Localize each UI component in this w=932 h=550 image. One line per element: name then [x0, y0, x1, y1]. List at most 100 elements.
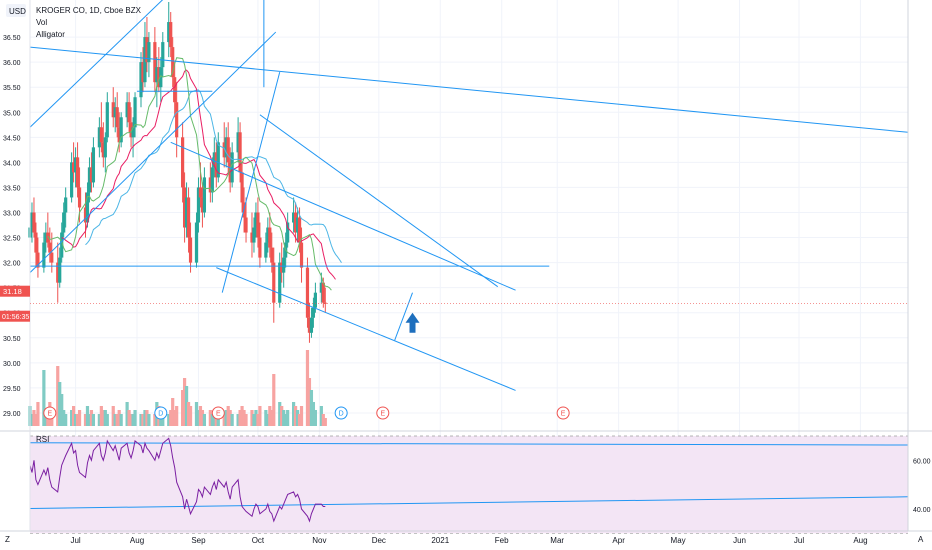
candle-body[interactable]	[141, 62, 145, 83]
trendline[interactable]	[394, 292, 413, 341]
earnings-marker[interactable]	[376, 406, 390, 420]
candle-body[interactable]	[89, 167, 94, 183]
candle-body[interactable]	[131, 127, 135, 138]
candle-body[interactable]	[169, 22, 173, 48]
candle-body[interactable]	[188, 237, 193, 263]
candle-body[interactable]	[266, 227, 270, 243]
candle-body[interactable]	[182, 187, 187, 228]
candle-body[interactable]	[34, 232, 38, 253]
candle-body[interactable]	[159, 67, 163, 88]
candle-body[interactable]	[212, 152, 216, 168]
candle-body[interactable]	[295, 217, 300, 233]
currency-badge[interactable]	[6, 4, 26, 17]
candle-body[interactable]	[117, 127, 121, 143]
indicator-vol-label[interactable]: Vol	[36, 18, 47, 27]
candle-body[interactable]	[258, 237, 262, 258]
candle-body[interactable]	[198, 187, 203, 198]
candle-body[interactable]	[91, 147, 96, 183]
candle-body[interactable]	[282, 257, 286, 273]
candle-body[interactable]	[101, 142, 105, 158]
trendline[interactable]	[29, 31, 277, 273]
candle-body[interactable]	[196, 187, 201, 223]
trendlines[interactable]	[29, 0, 909, 391]
candle-body[interactable]	[202, 177, 207, 213]
candle-body[interactable]	[70, 162, 74, 198]
candle-body[interactable]	[167, 22, 171, 43]
candle-body[interactable]	[224, 137, 228, 158]
candle-body[interactable]	[293, 212, 298, 233]
candle-body[interactable]	[291, 212, 296, 223]
candle-body[interactable]	[278, 262, 282, 303]
candle-body[interactable]	[42, 242, 46, 268]
candle-body[interactable]	[145, 37, 149, 63]
candle-body[interactable]	[157, 67, 161, 88]
candle-body[interactable]	[48, 242, 52, 253]
dividend-marker[interactable]	[154, 406, 168, 420]
candle-body[interactable]	[83, 207, 88, 223]
candle-body[interactable]	[186, 197, 191, 238]
candle-body[interactable]	[30, 212, 34, 228]
candle-body[interactable]	[264, 242, 268, 258]
candle-body[interactable]	[210, 167, 214, 193]
candle-body[interactable]	[111, 102, 115, 118]
candle-body[interactable]	[184, 197, 189, 228]
trendline[interactable]	[29, 0, 171, 128]
candle-body[interactable]	[173, 77, 177, 103]
zoom-button[interactable]: Z	[5, 535, 10, 544]
candle-body[interactable]	[244, 217, 248, 233]
earnings-marker[interactable]	[211, 406, 225, 420]
trendline[interactable]	[170, 141, 516, 291]
candle-body[interactable]	[297, 217, 302, 243]
candle-body[interactable]	[44, 232, 48, 243]
candle-body[interactable]	[307, 317, 312, 333]
trendline[interactable]	[29, 46, 909, 133]
candle-body[interactable]	[77, 187, 82, 208]
auto-scale-button[interactable]: A	[918, 535, 924, 544]
candle-body[interactable]	[129, 122, 133, 138]
rsi-panel[interactable]: 60.00 40.00	[29, 435, 931, 534]
candle-body[interactable]	[252, 227, 256, 243]
candle-body[interactable]	[270, 247, 274, 263]
earnings-marker[interactable]	[556, 406, 570, 420]
candle-body[interactable]	[115, 107, 119, 128]
candle-body[interactable]	[256, 212, 260, 238]
candle-body[interactable]	[64, 197, 68, 213]
candle-body[interactable]	[103, 137, 107, 158]
candle-body[interactable]	[147, 42, 151, 63]
candle-body[interactable]	[323, 302, 327, 304]
rsi-trendline[interactable]	[29, 442, 909, 446]
trendline[interactable]	[216, 267, 516, 391]
candle-body[interactable]	[216, 142, 220, 178]
candle-body[interactable]	[143, 37, 147, 83]
candle-body[interactable]	[208, 177, 212, 193]
candle-body[interactable]	[56, 262, 60, 283]
candle-body[interactable]	[58, 257, 62, 283]
candle-body[interactable]	[222, 142, 226, 158]
candle-body[interactable]	[240, 172, 244, 203]
candle-body[interactable]	[60, 232, 64, 258]
candle-body[interactable]	[87, 167, 92, 193]
candle-body[interactable]	[181, 137, 185, 188]
candle-body[interactable]	[62, 212, 66, 233]
rsi-trendline[interactable]	[29, 496, 909, 509]
candle-body[interactable]	[254, 212, 258, 228]
candle-body[interactable]	[155, 67, 159, 83]
candle-body[interactable]	[268, 227, 272, 248]
candle-body[interactable]	[32, 212, 36, 233]
candle-body[interactable]	[36, 252, 40, 268]
candle-body[interactable]	[194, 222, 199, 263]
candle-body[interactable]	[99, 127, 103, 143]
candle-body[interactable]	[250, 232, 254, 243]
candle-body[interactable]	[226, 137, 230, 163]
candle-body[interactable]	[321, 282, 325, 303]
candle-body[interactable]	[171, 47, 175, 78]
candle-body[interactable]	[161, 42, 165, 68]
candle-body[interactable]	[311, 307, 316, 318]
candle-body[interactable]	[200, 197, 205, 213]
candle-body[interactable]	[85, 192, 90, 223]
candle-body[interactable]	[97, 127, 101, 148]
candle-body[interactable]	[280, 262, 284, 273]
candle-body[interactable]	[72, 162, 76, 173]
